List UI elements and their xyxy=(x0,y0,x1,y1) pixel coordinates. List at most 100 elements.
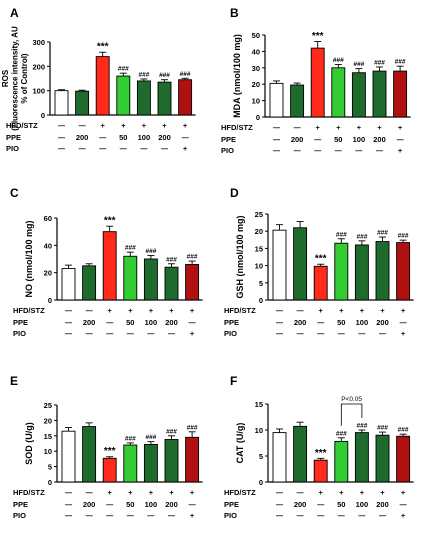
panel-label: A xyxy=(10,6,19,20)
group-row-value: + xyxy=(401,488,406,497)
y-axis-label: GSH (nmol/100 mg) xyxy=(235,215,245,298)
y-axis-label: NO (nmol/100 mg) xyxy=(24,220,34,297)
group-row-value: — xyxy=(58,135,65,142)
group-row-label: PPE xyxy=(6,133,21,142)
group-row-value: — xyxy=(335,148,342,155)
group-row-value: — xyxy=(189,502,196,509)
y-tick-label: 5 xyxy=(259,452,263,461)
group-row-value: 200 xyxy=(158,133,171,142)
y-tick-label: 20 xyxy=(44,416,52,425)
y-tick-label: 60 xyxy=(44,214,52,223)
group-row-value: — xyxy=(338,513,345,520)
group-row-value: 50 xyxy=(337,500,345,509)
y-tick-label: 20 xyxy=(44,269,52,278)
group-row-value: — xyxy=(297,308,304,315)
group-row-label: PIO xyxy=(13,329,26,338)
group-row-value: — xyxy=(338,331,345,338)
y-tick-label: 40 xyxy=(252,47,260,56)
chart-panel-b: B MDA (nmol/100 mg) 0 10 20 30 40 50 *** ### ### ##… xyxy=(221,6,411,155)
bracket-label: P<0.05 xyxy=(341,396,362,403)
group-row-value: — xyxy=(86,513,93,520)
group-row-label: PIO xyxy=(13,511,26,520)
group-row-value: 200 xyxy=(294,500,307,509)
panel-label: F xyxy=(230,374,237,388)
y-tick-label: 0 xyxy=(48,478,52,487)
group-row-value: + xyxy=(398,146,403,155)
significance-label: ### xyxy=(180,71,191,78)
group-row-value: 200 xyxy=(165,500,178,509)
y-tick-label: 20 xyxy=(252,80,260,89)
group-row-value: 200 xyxy=(83,500,96,509)
bar xyxy=(334,440,349,483)
group-row-value: — xyxy=(314,148,321,155)
group-row-value: + xyxy=(398,123,403,132)
group-row-value: — xyxy=(65,490,72,497)
bar xyxy=(82,426,97,483)
group-row-value: + xyxy=(169,488,174,497)
y-tick-label: 50 xyxy=(252,31,260,40)
group-row-value: — xyxy=(273,148,280,155)
group-row-value: — xyxy=(379,331,386,338)
group-row-value: — xyxy=(358,331,365,338)
y-axis-label: (Fluorescence intensity, AU xyxy=(11,26,20,131)
panel-label: C xyxy=(10,186,19,200)
group-row-value: + xyxy=(142,121,147,130)
significance-label: ### xyxy=(333,57,344,64)
group-row-value: — xyxy=(65,320,72,327)
group-row-label: PPE xyxy=(13,318,28,327)
bar xyxy=(351,72,366,118)
significance-label: *** xyxy=(315,448,327,459)
chart-panel-e: E SOD (U/g) 0 5 10 15 20 25 *** ### ### ### ### HFD/S… xyxy=(10,374,203,520)
group-row-value: + xyxy=(339,306,344,315)
group-row-value: — xyxy=(99,135,106,142)
bar xyxy=(313,459,328,483)
group-row-label: PIO xyxy=(224,329,237,338)
group-row-label: PPE xyxy=(224,318,239,327)
group-row-label: PIO xyxy=(6,144,19,153)
group-row-value: 100 xyxy=(138,133,151,142)
group-row-value: + xyxy=(339,488,344,497)
bar xyxy=(393,70,408,118)
group-row-value: + xyxy=(319,306,324,315)
group-row-value: — xyxy=(65,308,72,315)
group-row-value: + xyxy=(401,329,406,338)
group-row-value: — xyxy=(297,513,304,520)
bar xyxy=(95,56,110,116)
group-row-value: — xyxy=(161,146,168,153)
group-row-value: — xyxy=(397,137,404,144)
panel-label: B xyxy=(230,6,239,20)
group-row-value: — xyxy=(120,146,127,153)
y-tick-label: 15 xyxy=(44,432,52,441)
y-tick-label: 100 xyxy=(32,87,45,96)
group-row-value: + xyxy=(128,488,133,497)
group-row-value: + xyxy=(169,306,174,315)
group-row-value: — xyxy=(314,137,321,144)
significance-label: ### xyxy=(395,59,406,66)
y-tick-label: 10 xyxy=(44,447,52,456)
group-row-value: — xyxy=(127,331,134,338)
y-tick-label: 0 xyxy=(256,113,260,122)
group-row-value: 100 xyxy=(356,318,369,327)
group-row-value: — xyxy=(400,320,407,327)
chart-panel-d: D GSH (nmol/100 mg) 0 5 10 15 20 25 *** ### ### ###… xyxy=(224,186,414,338)
group-row-value: + xyxy=(183,121,188,130)
y-tick-label: 10 xyxy=(255,426,263,435)
group-row-value: — xyxy=(58,123,65,130)
significance-label: ### xyxy=(356,423,367,430)
significance-label: ### xyxy=(166,428,177,435)
group-row-label: HFD/STZ xyxy=(6,121,38,130)
group-row-value: — xyxy=(317,513,324,520)
group-row-label: PIO xyxy=(224,511,237,520)
y-tick-label: 20 xyxy=(255,227,263,236)
bar xyxy=(293,425,308,483)
y-tick-label: 10 xyxy=(255,262,263,271)
bar xyxy=(290,84,305,118)
significance-label: ### xyxy=(187,424,198,431)
bar xyxy=(157,81,172,116)
y-axis-label: ROS xyxy=(1,69,10,87)
group-row-value: 200 xyxy=(373,135,386,144)
group-row-value: + xyxy=(101,121,106,130)
group-row-value: — xyxy=(147,331,154,338)
significance-label: *** xyxy=(104,446,116,457)
group-row-value: + xyxy=(190,306,195,315)
